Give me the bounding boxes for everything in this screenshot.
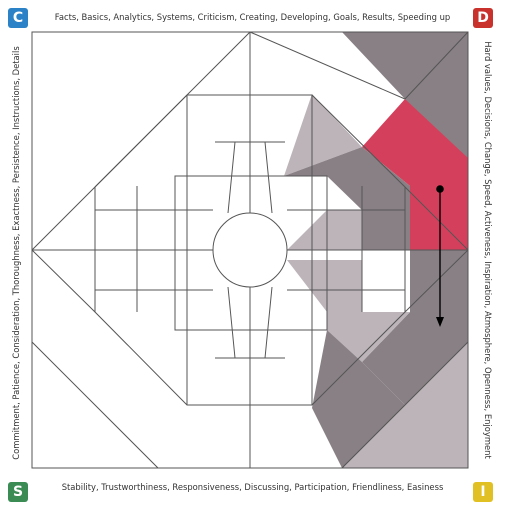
side-diagonals (31, 186, 469, 313)
badge-d: D (473, 8, 493, 28)
arrow-head (436, 317, 444, 327)
edge-label-bottom: Stability, Trustworthiness, Responsivene… (61, 482, 444, 492)
light-bottom-region (327, 312, 410, 362)
spoke-lines (227, 141, 273, 359)
badge-s: S (8, 482, 28, 502)
shaded-regions (284, 32, 468, 468)
dark-corner-region (342, 32, 468, 158)
light-mid-lower-region (287, 260, 362, 312)
arrow-start-dot (436, 185, 444, 193)
outer-square (31, 31, 469, 469)
ring-horizontals (95, 209, 405, 291)
badge-c: C (8, 8, 28, 28)
ring-short-rows (215, 141, 285, 359)
dark-mid-region (284, 147, 410, 250)
light-outer-wedge (284, 94, 362, 176)
dark-lower-band (312, 330, 405, 468)
inner-square (174, 175, 328, 331)
highlight-region (362, 99, 468, 250)
badge-i: I (473, 482, 493, 502)
edge-label-top: Facts, Basics, Analytics, Systems, Criti… (54, 12, 451, 22)
lower-diagonals (31, 341, 469, 469)
grid-lines (31, 31, 469, 469)
ring-verticals (186, 95, 313, 405)
dark-right-lower-region (362, 250, 468, 405)
inner-verticals (136, 186, 363, 312)
center-circle (212, 212, 288, 288)
light-inner-wedge-upper (287, 210, 362, 250)
